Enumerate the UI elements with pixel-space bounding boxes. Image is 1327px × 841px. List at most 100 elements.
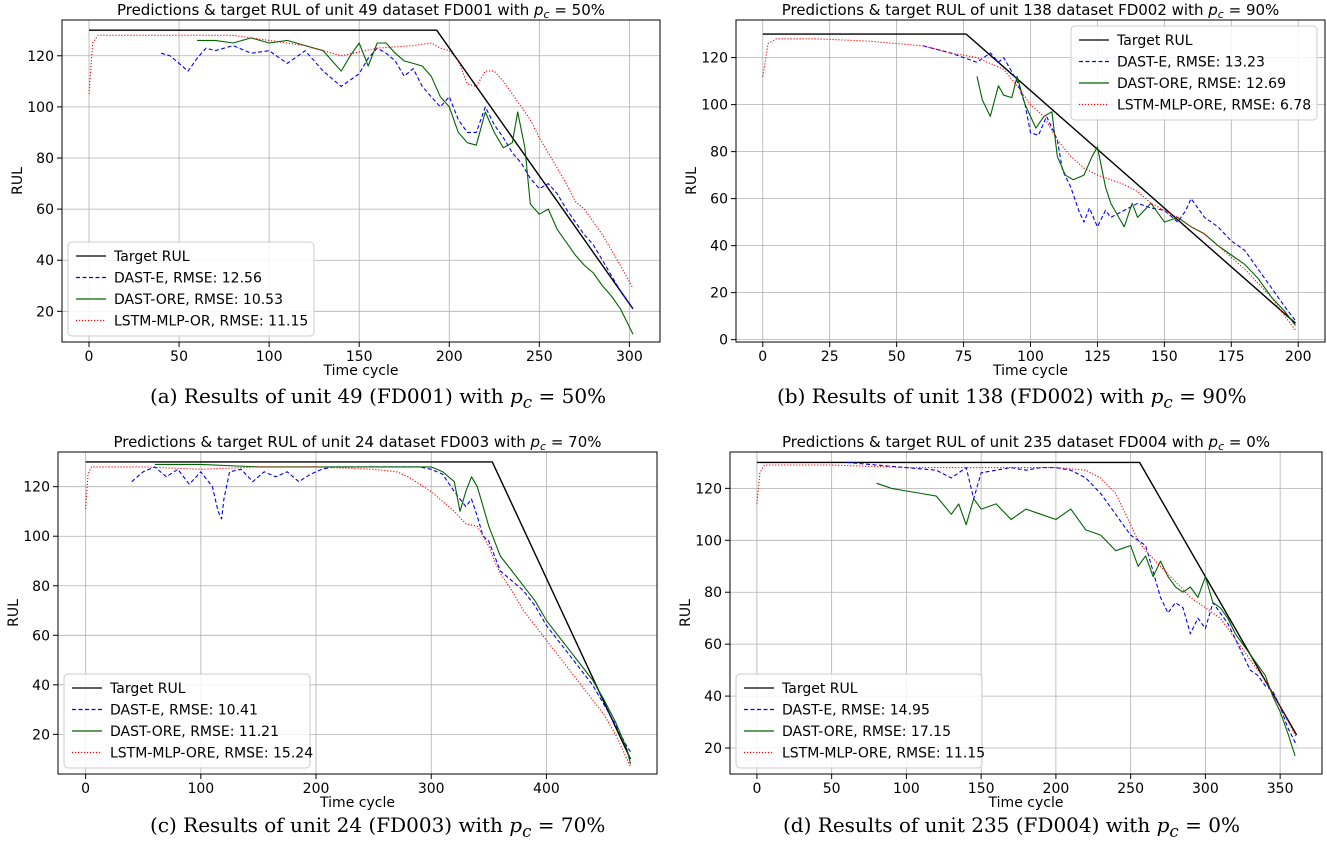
y-tick-label: 80 — [704, 585, 722, 601]
y-axis-label: RUL — [678, 599, 694, 627]
x-tick-label: 100 — [256, 349, 283, 365]
x-tick-label: 25 — [821, 349, 839, 365]
x-tick-label: 250 — [526, 349, 553, 365]
legend: Target RUL DAST-E, RMSE: 12.56 DAST-ORE, R… — [67, 241, 315, 337]
legend-label: DAST-ORE, RMSE: 11.21 — [110, 724, 279, 740]
series-line-4 — [85, 466, 631, 767]
series-group — [88, 29, 634, 335]
y-axis-label: RUL — [10, 167, 26, 195]
x-tick-label: 50 — [888, 349, 906, 365]
y-tick-label: 120 — [23, 480, 50, 496]
legend-box — [735, 673, 983, 769]
legend-label: LSTM-MLP-ORE, RMSE: 6.78 — [1117, 98, 1311, 114]
legend-label: DAST-E, RMSE: 13.23 — [1117, 55, 1265, 71]
chart-4: 0 50 100 150 200 250 300 350 20 40 60 80 100 120 Time … — [678, 433, 1323, 811]
chart-title: Predictions & target RUL of unit 235 dat… — [782, 433, 1270, 453]
x-tick-label: 400 — [533, 781, 560, 797]
y-tick-label: 20 — [36, 304, 54, 320]
x-axis-label: Time cycle — [319, 795, 395, 811]
legend-label: DAST-E, RMSE: 12.56 — [114, 271, 262, 287]
series-line-4 — [762, 38, 1296, 331]
legend-label: DAST-E, RMSE: 10.41 — [110, 703, 258, 719]
x-tick-label: 350 — [1267, 781, 1294, 797]
y-tick-label: 100 — [695, 533, 722, 549]
x-tick-label: 100 — [893, 781, 920, 797]
x-tick-label: 250 — [1117, 781, 1144, 797]
series-line-2 — [923, 45, 1296, 322]
y-tick-label: 60 — [710, 192, 728, 208]
y-tick-label: 40 — [32, 678, 50, 694]
series-group — [762, 33, 1296, 331]
y-tick-label: 120 — [701, 51, 728, 67]
series-line-3 — [876, 482, 1296, 756]
x-tick-label: 150 — [346, 349, 373, 365]
y-tick-label: 60 — [704, 637, 722, 653]
legend-label: LSTM-MLP-OR, RMSE: 11.15 — [114, 314, 308, 330]
series-line-4 — [88, 34, 634, 289]
x-tick-label: 150 — [1151, 349, 1178, 365]
series-line-3 — [154, 463, 632, 765]
y-tick-label: 60 — [32, 628, 50, 644]
chart-2: 0 25 50 75 100 125 150 175 200 0 20 40 60 80 100 120 Tim… — [684, 1, 1326, 379]
chart-3: 0 100 200 300 400 20 40 60 80 100 120 Time cycle RUL… — [6, 433, 658, 811]
x-tick-label: 0 — [752, 781, 761, 797]
x-tick-label: 0 — [758, 349, 767, 365]
y-tick-label: 100 — [701, 98, 728, 114]
x-tick-label: 100 — [187, 781, 214, 797]
legend-label: DAST-E, RMSE: 14.95 — [782, 703, 930, 719]
y-tick-label: 0 — [719, 333, 728, 349]
y-tick-label: 20 — [32, 727, 50, 743]
series-group — [756, 461, 1298, 756]
legend-label: DAST-ORE, RMSE: 17.15 — [782, 724, 951, 740]
x-axis-label: Time cycle — [988, 795, 1064, 811]
series-line-2 — [160, 45, 634, 310]
chart-1: 0 50 100 150 200 250 300 20 40 60 80 100 120 Time cyc… — [10, 1, 661, 379]
legend-box — [63, 673, 311, 769]
y-axis-label: RUL — [6, 599, 22, 627]
y-tick-label: 20 — [710, 286, 728, 302]
legend: Target RUL DAST-E, RMSE: 14.95 DAST-ORE, R… — [735, 673, 985, 769]
y-tick-label: 120 — [27, 49, 54, 65]
y-tick-label: 80 — [36, 151, 54, 167]
legend: Target RUL DAST-E, RMSE: 13.23 DAST-ORE, R… — [1070, 25, 1318, 121]
y-tick-label: 20 — [704, 741, 722, 757]
x-tick-label: 150 — [968, 781, 995, 797]
x-tick-label: 300 — [1192, 781, 1219, 797]
y-tick-label: 40 — [36, 253, 54, 269]
caption-d: (d) Results of unit 235 (FD004) with pc … — [783, 813, 1240, 841]
plot-frame — [729, 451, 1323, 775]
y-axis-label: RUL — [684, 167, 700, 195]
x-tick-label: 175 — [1218, 349, 1245, 365]
series-line-3 — [197, 37, 634, 335]
caption-a: (a) Results of unit 49 (FD001) with pc =… — [150, 384, 607, 412]
legend-label: Target RUL — [1116, 33, 1193, 49]
x-tick-label: 125 — [1084, 349, 1111, 365]
x-tick-label: 0 — [81, 781, 90, 797]
caption-c: (c) Results of unit 24 (FD003) with pc =… — [150, 813, 606, 841]
x-axis-label: Time cycle — [992, 363, 1068, 379]
y-tick-label: 100 — [23, 529, 50, 545]
x-tick-label: 200 — [1043, 781, 1070, 797]
x-tick-label: 0 — [85, 349, 94, 365]
series-group — [85, 461, 632, 767]
plot-frame — [61, 19, 661, 343]
chart-title: Predictions & target RUL of unit 24 data… — [113, 433, 601, 453]
legend-box — [1070, 25, 1318, 121]
x-tick-label: 75 — [955, 349, 973, 365]
x-tick-label: 300 — [616, 349, 643, 365]
y-tick-label: 120 — [695, 481, 722, 497]
x-tick-label: 100 — [1017, 349, 1044, 365]
y-tick-label: 40 — [710, 239, 728, 255]
plot-frame — [57, 451, 658, 775]
x-tick-label: 50 — [823, 781, 841, 797]
legend-label: Target RUL — [781, 681, 858, 697]
legend-label: Target RUL — [109, 681, 186, 697]
caption-b: (b) Results of unit 138 (FD002) with pc … — [777, 384, 1247, 412]
series-line-1 — [85, 461, 632, 760]
legend-box — [67, 241, 315, 337]
legend-label: LSTM-MLP-ORE, RMSE: 11.15 — [782, 746, 985, 762]
x-tick-label: 200 — [1285, 349, 1312, 365]
series-line-1 — [89, 29, 634, 310]
legend-label: DAST-ORE, RMSE: 12.69 — [1117, 76, 1286, 92]
